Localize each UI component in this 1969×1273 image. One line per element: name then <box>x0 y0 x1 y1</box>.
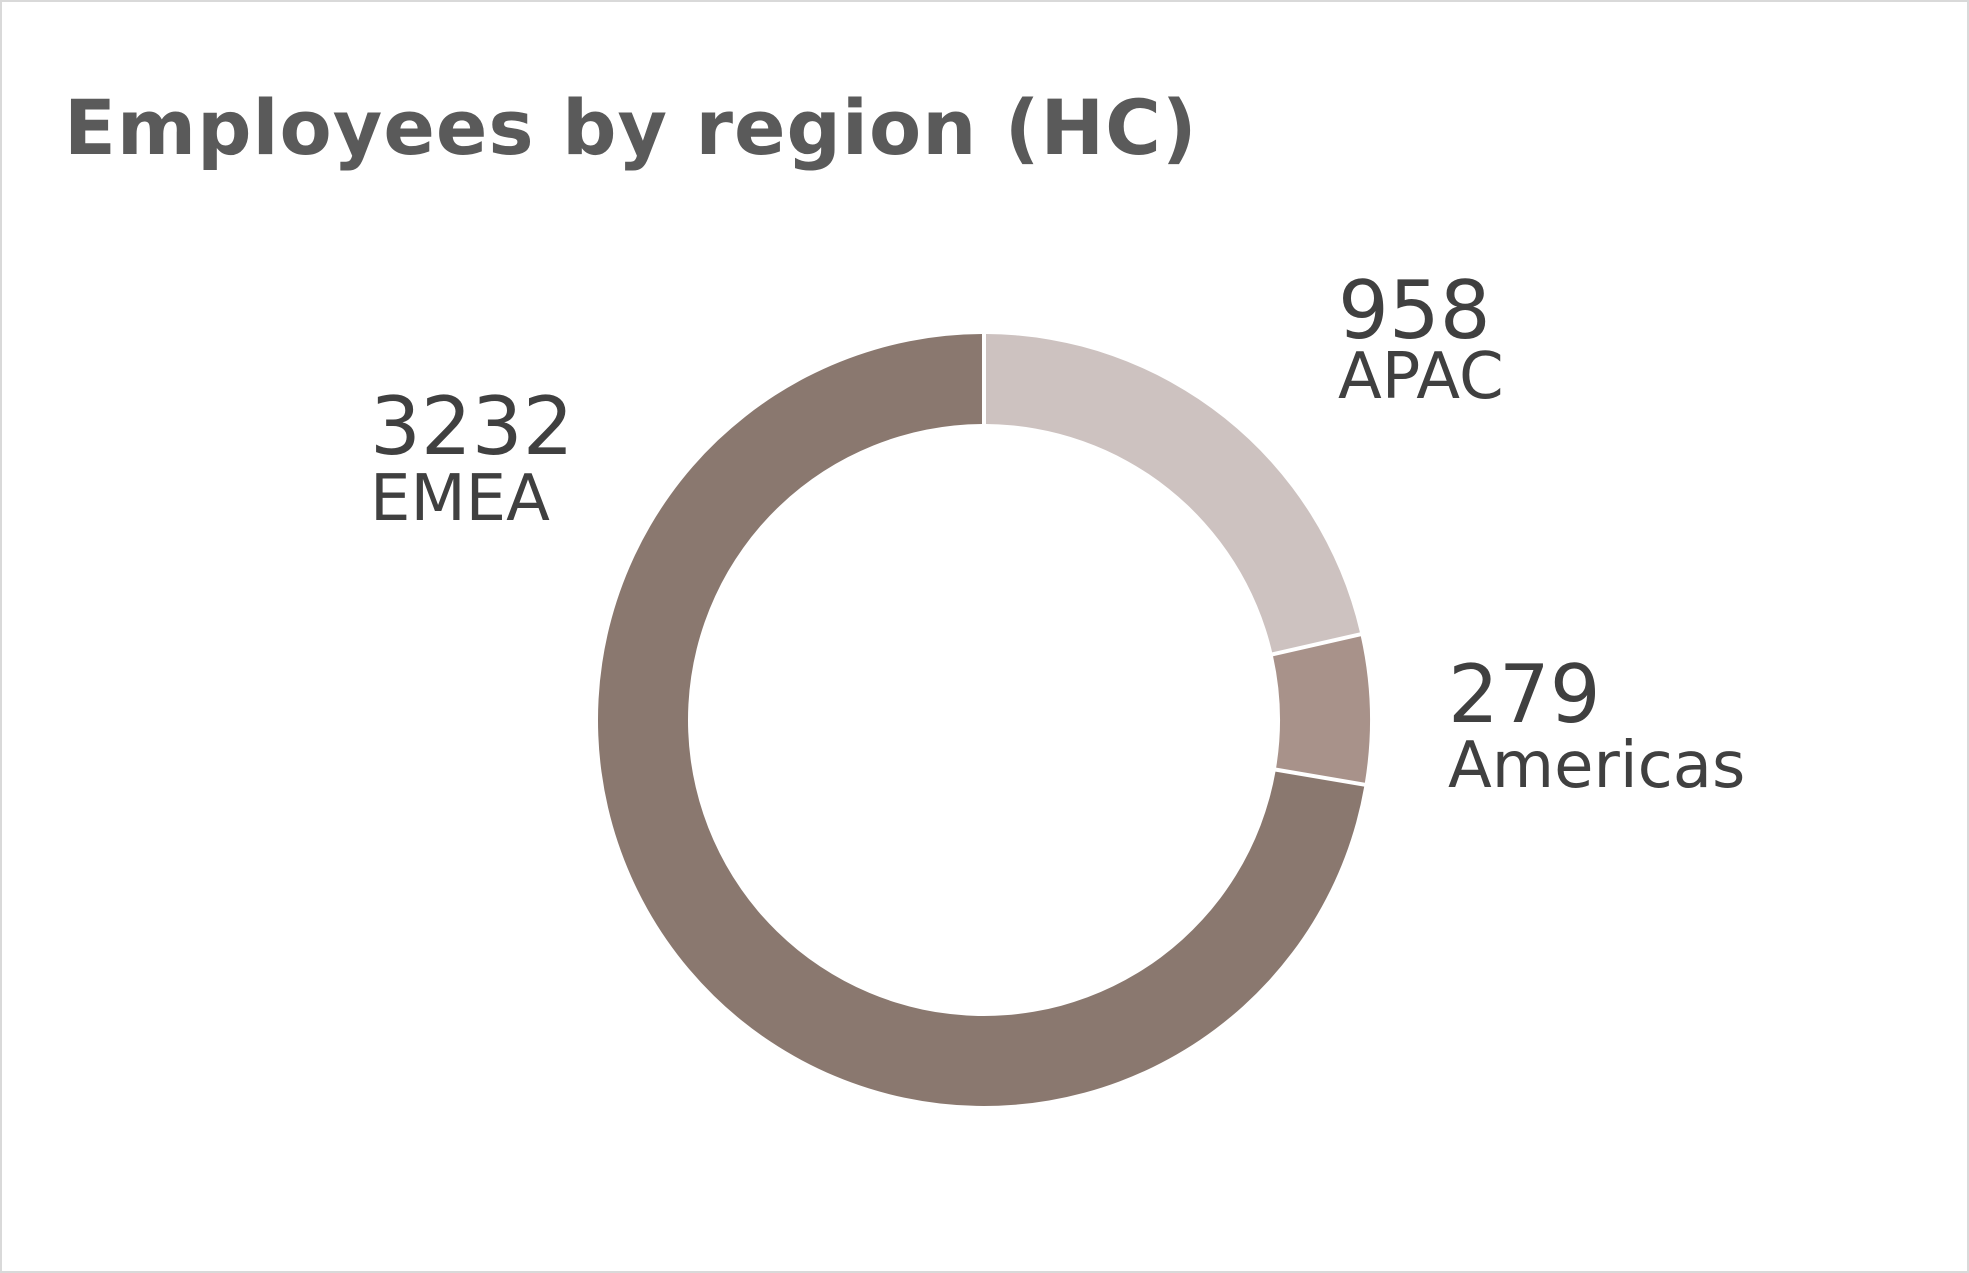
data-label-name-americas: Americas <box>1448 729 1745 803</box>
chart-title: Employees by region (HC) <box>64 83 1198 172</box>
data-label-name-apac: APAC <box>1338 340 1504 414</box>
data-label-name-emea: EMEA <box>370 462 550 536</box>
slice-americas <box>1273 636 1370 783</box>
data-label-value-apac: 958 <box>1338 264 1491 357</box>
data-label-value-americas: 279 <box>1448 648 1601 741</box>
data-label-value-emea: 3232 <box>370 380 574 473</box>
donut-slices <box>597 334 1370 1106</box>
slice-apac <box>986 334 1360 653</box>
